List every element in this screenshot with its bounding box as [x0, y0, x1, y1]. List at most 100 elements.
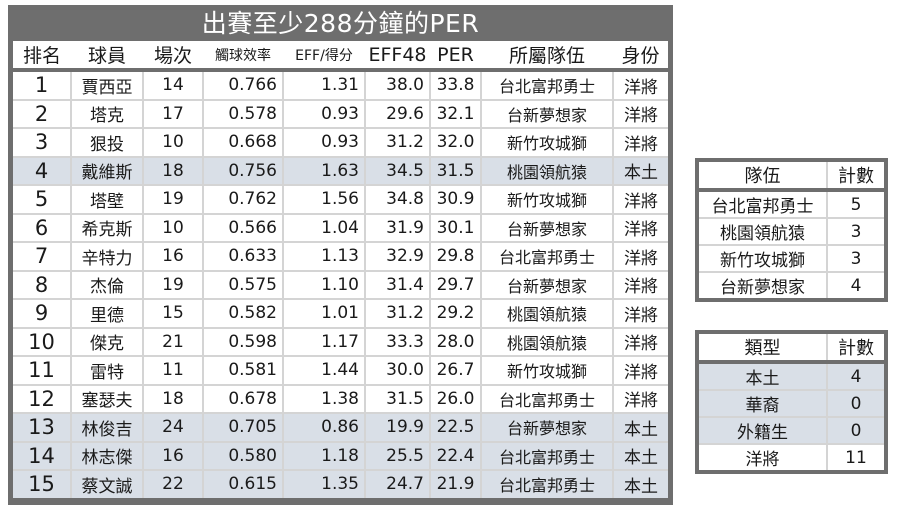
games-cell: 14 — [143, 70, 204, 101]
player-cell: 里德 — [71, 299, 144, 329]
table-row: 12 塞瑟夫 18 0.678 1.38 31.5 26.0 台北富邦勇士 洋將 — [13, 384, 668, 414]
table-row: 10 傑克 21 0.598 1.17 33.3 28.0 桃園領航猿 洋將 — [13, 327, 668, 357]
team-label-cell: 桃園領航猿 — [699, 218, 828, 246]
player-cell: 辛特力 — [71, 242, 144, 272]
games-cell: 15 — [143, 299, 204, 329]
games-cell: 21 — [143, 327, 204, 357]
count-cell: 3 — [827, 218, 884, 246]
games-cell: 10 — [143, 213, 204, 243]
rank-cell: 2 — [13, 99, 72, 129]
touch-eff-cell: 0.615 — [203, 470, 284, 498]
eff48-cell: 31.9 — [365, 213, 431, 243]
status-cell: 洋將 — [613, 128, 668, 158]
team-cell: 台新夢想家 — [481, 99, 614, 129]
per-cell: 26.0 — [430, 384, 482, 414]
eff-per-pt-cell: 1.10 — [283, 270, 366, 300]
eff-per-pt-cell: 0.93 — [283, 128, 366, 158]
rank-cell: 13 — [13, 413, 72, 443]
rank-cell: 11 — [13, 356, 72, 386]
col-header-team: 所屬隊伍 — [481, 41, 613, 72]
team-cell: 桃園領航猿 — [481, 156, 614, 186]
eff48-cell: 31.2 — [365, 128, 431, 158]
games-cell: 19 — [143, 270, 204, 300]
player-cell: 塔壁 — [71, 185, 144, 215]
player-cell: 希克斯 — [71, 213, 144, 243]
per-cell: 32.0 — [430, 128, 482, 158]
rank-cell: 8 — [13, 270, 72, 300]
table-row: 台新夢想家 4 — [699, 272, 884, 298]
table-row: 13 林俊吉 24 0.705 0.86 19.9 22.5 台新夢想家 本土 — [13, 413, 668, 443]
rank-cell: 4 — [13, 156, 72, 186]
rank-cell: 6 — [13, 213, 72, 243]
eff48-cell: 25.5 — [365, 441, 431, 471]
player-cell: 林俊吉 — [71, 413, 144, 443]
table-row: 4 戴維斯 18 0.756 1.63 34.5 31.5 桃園領航猿 本土 — [13, 156, 668, 186]
table-row: 6 希克斯 10 0.566 1.04 31.9 30.1 台新夢想家 洋將 — [13, 213, 668, 243]
eff-per-pt-cell: 1.31 — [283, 70, 366, 101]
type-label-cell: 本土 — [699, 362, 828, 391]
games-cell: 16 — [143, 242, 204, 272]
touch-eff-cell: 0.633 — [203, 242, 284, 272]
header-row: 類型 計數 — [699, 334, 884, 364]
team-cell: 台新夢想家 — [481, 270, 614, 300]
eff-per-pt-cell: 1.18 — [283, 441, 366, 471]
games-cell: 17 — [143, 99, 204, 129]
team-cell: 台北富邦勇士 — [481, 384, 614, 414]
status-cell: 洋將 — [613, 270, 668, 300]
type-count-body: 本土 4 華裔 0 外籍生 0 洋將 11 — [699, 362, 884, 470]
games-cell: 10 — [143, 128, 204, 158]
eff48-cell: 31.4 — [365, 270, 431, 300]
table-row: 桃園領航猿 3 — [699, 218, 884, 246]
rank-cell: 7 — [13, 242, 72, 272]
eff48-cell: 32.9 — [365, 242, 431, 272]
col-header-player: 球員 — [71, 41, 143, 72]
games-cell: 22 — [143, 470, 204, 498]
status-cell: 洋將 — [613, 242, 668, 272]
touch-eff-cell: 0.575 — [203, 270, 284, 300]
per-cell: 28.0 — [430, 327, 482, 357]
team-cell: 台新夢想家 — [481, 213, 614, 243]
type-label-cell: 外籍生 — [699, 417, 828, 445]
eff-per-pt-cell: 1.44 — [283, 356, 366, 386]
eff48-cell: 31.2 — [365, 299, 431, 329]
col-header-status: 身份 — [613, 41, 668, 72]
eff48-cell: 31.5 — [365, 384, 431, 414]
team-cell: 新竹攻城獅 — [481, 356, 614, 386]
player-cell: 戴維斯 — [71, 156, 144, 186]
per-cell: 22.4 — [430, 441, 482, 471]
eff-per-pt-cell: 1.17 — [283, 327, 366, 357]
rank-cell: 1 — [13, 70, 72, 101]
eff-per-pt-cell: 1.04 — [283, 213, 366, 243]
per-cell: 30.1 — [430, 213, 482, 243]
col-header-eff48: EFF48 — [365, 41, 430, 72]
status-cell: 本土 — [613, 413, 668, 443]
status-cell: 洋將 — [613, 384, 668, 414]
eff-per-pt-cell: 0.93 — [283, 99, 366, 129]
eff48-cell: 29.6 — [365, 99, 431, 129]
status-cell: 洋將 — [613, 99, 668, 129]
count-cell: 4 — [827, 362, 884, 391]
table-row: 15 蔡文誠 22 0.615 1.35 24.7 21.9 台北富邦勇士 本土 — [13, 470, 668, 498]
table-row: 9 里德 15 0.582 1.01 31.2 29.2 桃園領航猿 洋將 — [13, 299, 668, 329]
header-row: 排名 球員 場次 觸球效率 EFF/得分 EFF48 PER 所屬隊伍 身份 — [13, 41, 668, 72]
player-cell: 蔡文誠 — [71, 470, 144, 498]
rank-cell: 10 — [13, 327, 72, 357]
team-cell: 台新夢想家 — [481, 413, 614, 443]
player-cell: 雷特 — [71, 356, 144, 386]
col-header-team: 隊伍 — [699, 162, 828, 192]
eff-per-pt-cell: 1.01 — [283, 299, 366, 329]
team-cell: 桃園領航猿 — [481, 299, 614, 329]
touch-eff-cell: 0.580 — [203, 441, 284, 471]
status-cell: 本土 — [613, 156, 668, 186]
count-cell: 0 — [827, 390, 884, 418]
eff48-cell: 24.7 — [365, 470, 431, 498]
count-cell: 4 — [827, 272, 884, 298]
per-cell: 22.5 — [430, 413, 482, 443]
col-header-per: PER — [430, 41, 481, 72]
team-cell: 桃園領航猿 — [481, 327, 614, 357]
table-row: 外籍生 0 — [699, 417, 884, 445]
type-count-table: 類型 計數 本土 4 華裔 0 外籍生 0 洋將 11 — [699, 334, 884, 470]
table-row: 14 林志傑 16 0.580 1.18 25.5 22.4 台北富邦勇士 本土 — [13, 441, 668, 471]
table-row: 華裔 0 — [699, 390, 884, 418]
table-row: 台北富邦勇士 5 — [699, 190, 884, 219]
